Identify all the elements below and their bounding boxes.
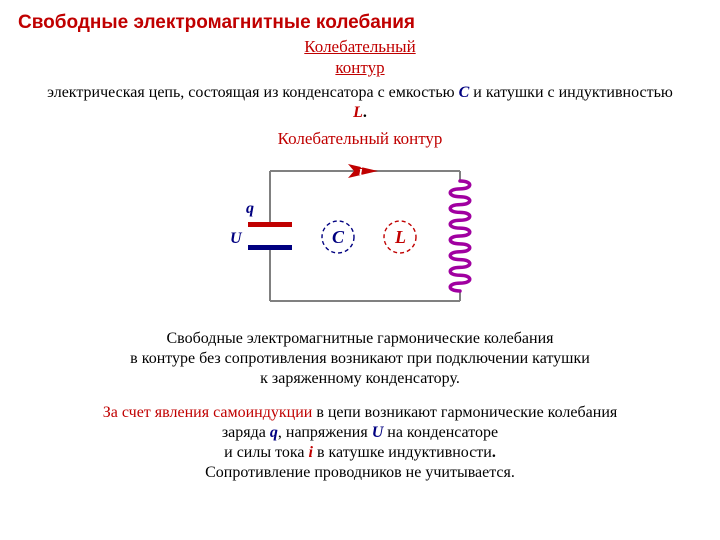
subtitle: Колебательный контур	[0, 36, 720, 79]
capacitor-bottom-plate	[248, 245, 292, 250]
charge-symbol: q	[270, 424, 278, 441]
capacitance-symbol: С	[459, 84, 470, 101]
def-end: .	[363, 104, 367, 121]
voltage-label: U	[230, 230, 243, 247]
p2-l2-pre: заряда	[222, 424, 270, 441]
def-mid: и катушки с индуктивностью	[473, 84, 673, 101]
p2-l2-post: на конденсаторе	[383, 424, 498, 441]
c-marker-label: C	[332, 227, 345, 247]
p2-l3-post: в катушке индуктивности	[313, 444, 492, 461]
voltage-symbol: U	[372, 424, 384, 441]
p2-lead: За счет явления самоиндукции	[103, 404, 313, 421]
subtitle-line2: контур	[335, 58, 384, 77]
diagram-title: Колебательный контур	[0, 129, 720, 149]
p1-l1: Свободные электромагнитные гармонические…	[167, 330, 554, 347]
l-marker-label: L	[394, 227, 406, 247]
paragraph-2: За счет явления самоиндукции в цепи возн…	[40, 403, 680, 483]
capacitor-top-plate	[248, 222, 292, 227]
subtitle-line1: Колебательный	[304, 37, 415, 56]
p1-l2: в контуре без сопротивления возникают пр…	[130, 350, 590, 367]
def-pre: электрическая цепь, состоящая из конденс…	[47, 84, 458, 101]
p2-l4: Сопротивление проводников не учитывается…	[205, 464, 515, 481]
definition-text: электрическая цепь, состоящая из конденс…	[40, 83, 680, 123]
lc-circuit-diagram: i C L q U	[230, 151, 490, 321]
charge-label: q	[246, 200, 254, 217]
diagram-wrap: i C L q U	[0, 151, 720, 321]
p2-l3-pre: и силы тока	[224, 444, 308, 461]
paragraph-1: Свободные электромагнитные гармонические…	[40, 329, 680, 389]
p1-l3: к заряженному конденсатору.	[260, 370, 460, 387]
inductance-symbol: L	[353, 104, 363, 121]
p2-l3-punct: .	[492, 444, 496, 461]
current-label: i	[359, 163, 363, 178]
page-title: Свободные электромагнитные колебания	[0, 0, 720, 34]
inductor-coil	[450, 181, 470, 291]
p2-rest1: в цепи возникают гармонические колебания	[312, 404, 617, 421]
p2-l2-mid: , напряжения	[278, 424, 372, 441]
